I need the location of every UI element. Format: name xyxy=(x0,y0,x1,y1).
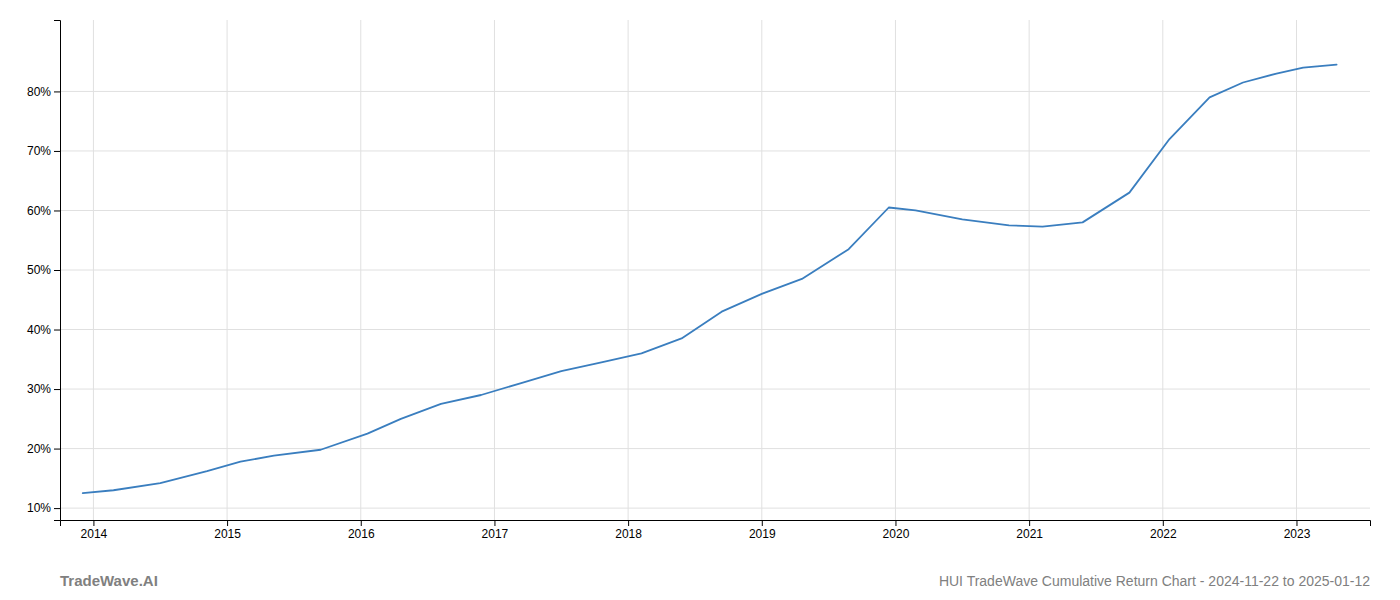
tick-mark xyxy=(54,449,60,450)
grid-line xyxy=(60,91,1370,92)
tick: 80% xyxy=(27,85,60,99)
tick: 2015 xyxy=(214,520,241,541)
grid xyxy=(60,20,1370,520)
tick-mark xyxy=(361,520,362,526)
grid-line xyxy=(60,210,1370,211)
line xyxy=(83,65,1337,494)
grid-line xyxy=(60,150,1370,151)
tick-label: 2020 xyxy=(883,527,910,541)
tick-mark xyxy=(494,520,495,526)
tick-mark xyxy=(54,210,60,211)
tick: 30% xyxy=(27,382,60,396)
tick: 40% xyxy=(27,323,60,337)
plot: 2014 2015 2016 2017 2018 2019 2020 2021 2022 2023… xyxy=(27,20,1371,541)
marks xyxy=(83,65,1337,494)
tick-label: 30% xyxy=(27,382,51,396)
grid-line xyxy=(227,20,228,520)
grid-line xyxy=(60,508,1370,509)
tick-mark xyxy=(1163,520,1164,526)
tick-label: 2014 xyxy=(81,527,108,541)
grid-line xyxy=(1296,20,1297,520)
tick: 70% xyxy=(27,144,60,158)
axis-line xyxy=(61,521,1371,527)
x-axis: 2014 2015 2016 2017 2018 2019 2020 2021 2022 2023 xyxy=(61,520,1371,541)
tick-label: 20% xyxy=(27,442,51,456)
tick-label: 60% xyxy=(27,204,51,218)
tick: 2019 xyxy=(749,520,776,541)
tick: 20% xyxy=(27,442,60,456)
tick-mark xyxy=(1296,520,1297,526)
tick-mark xyxy=(54,389,60,390)
grid-line xyxy=(761,20,762,520)
grid-line xyxy=(895,20,896,520)
tick-label: 2023 xyxy=(1284,527,1311,541)
tick-label: 80% xyxy=(27,85,51,99)
tick: 2020 xyxy=(883,520,910,541)
tick-mark xyxy=(54,151,60,152)
tick-label: 2019 xyxy=(749,527,776,541)
tick: 2016 xyxy=(348,520,375,541)
tick: 2021 xyxy=(1016,520,1043,541)
tick-label: 2018 xyxy=(615,527,642,541)
tick: 2022 xyxy=(1150,520,1177,541)
grid-line xyxy=(93,20,94,520)
grid-line xyxy=(1162,20,1163,520)
tick: 2017 xyxy=(482,520,509,541)
grid-line xyxy=(60,329,1370,330)
tick-mark xyxy=(762,520,763,526)
tick-label: 2015 xyxy=(214,527,241,541)
tick: 2014 xyxy=(81,520,108,541)
tick-label: 2022 xyxy=(1150,527,1177,541)
grid-line xyxy=(60,389,1370,390)
grid-line xyxy=(628,20,629,520)
tick-label: 10% xyxy=(27,501,51,515)
tick: 50% xyxy=(27,263,60,277)
tick-label: 2021 xyxy=(1016,527,1043,541)
tick-mark xyxy=(54,330,60,331)
grid-line xyxy=(1029,20,1030,520)
tick-mark xyxy=(628,520,629,526)
tick-mark xyxy=(54,270,60,271)
tick-label: 50% xyxy=(27,263,51,277)
tick-mark xyxy=(1029,520,1030,526)
grid-line xyxy=(360,20,361,520)
grid-line xyxy=(494,20,495,520)
tick-mark xyxy=(895,520,896,526)
tick-label: 40% xyxy=(27,323,51,337)
chart: 2014 2015 2016 2017 2018 2019 2020 2021 2022 2023… xyxy=(0,0,1400,600)
tick: 2023 xyxy=(1284,520,1311,541)
tick-mark xyxy=(54,91,60,92)
tick: 2018 xyxy=(615,520,642,541)
y-axis: 10% 20% 30% 40% 50% 60% 70% 80% xyxy=(27,21,61,521)
tick-label: 2016 xyxy=(348,527,375,541)
tick: 60% xyxy=(27,204,60,218)
tick: 10% xyxy=(27,501,60,515)
grid-line xyxy=(60,448,1370,449)
tick-mark xyxy=(93,520,94,526)
axis-line xyxy=(54,21,61,521)
watermark: TradeWave.AI xyxy=(60,572,158,589)
tick-mark xyxy=(54,508,60,509)
title: HUI TradeWave Cumulative Return Chart - … xyxy=(939,573,1370,589)
tick-label: 70% xyxy=(27,144,51,158)
tick-label: 2017 xyxy=(482,527,509,541)
tick-mark xyxy=(227,520,228,526)
grid-line xyxy=(60,270,1370,271)
